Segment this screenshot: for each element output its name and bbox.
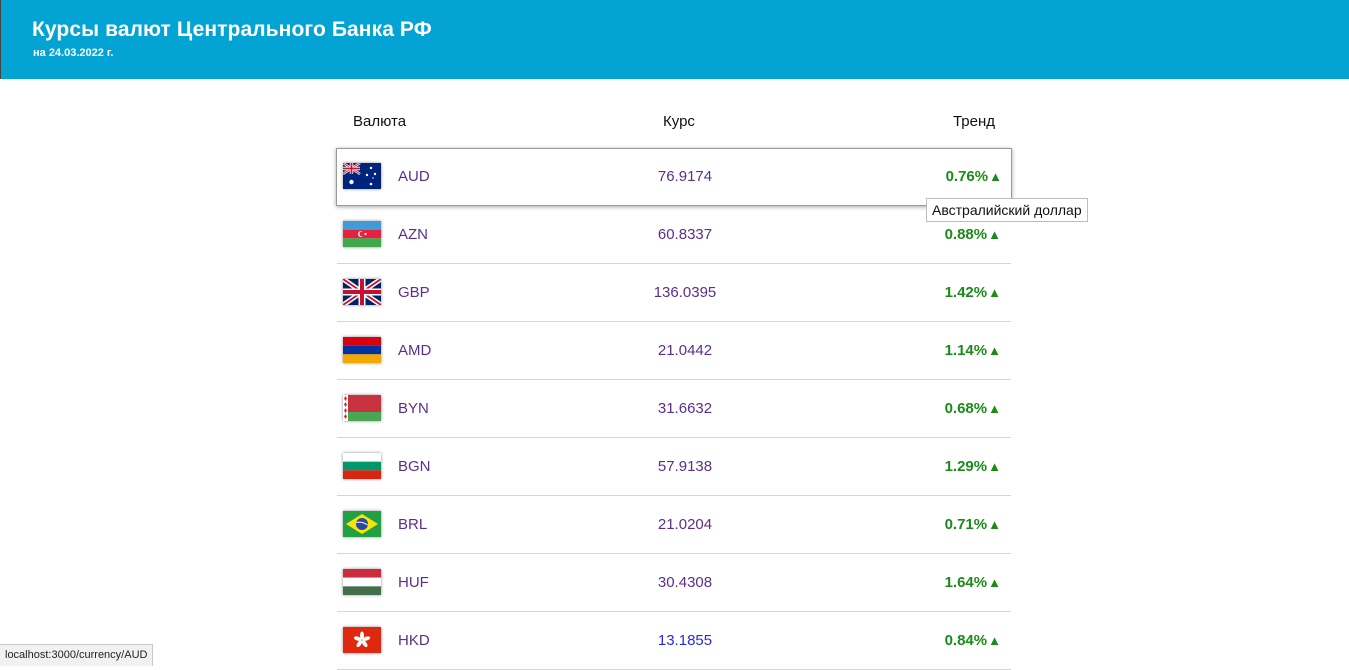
currency-code: GBP — [398, 284, 430, 301]
trend-up-arrow-icon: ▲ — [988, 575, 1001, 590]
trend-value: 0.84% — [944, 632, 988, 649]
hungary-flag-icon — [343, 569, 381, 595]
trend-value: 0.76% — [945, 168, 989, 185]
currency-code: BYN — [398, 400, 429, 417]
trend-value: 1.14% — [944, 342, 988, 359]
currency-code: BRL — [398, 516, 428, 533]
currency-trend: 1.29%▲ — [945, 458, 1001, 475]
column-header-rate: Курс — [663, 113, 695, 130]
currency-trend: 0.88%▲ — [945, 226, 1001, 243]
trend-up-arrow-icon: ▲ — [989, 169, 1002, 184]
belarus-flag-icon — [343, 395, 381, 421]
uk-flag-icon — [343, 279, 381, 305]
currency-code: HKD — [398, 632, 430, 649]
trend-value: 0.88% — [944, 226, 988, 243]
trend-up-arrow-icon: ▲ — [988, 517, 1001, 532]
page-header: Курсы валют Центрального Банка РФ на 24.… — [0, 0, 1349, 79]
currency-code: AUD — [398, 168, 430, 185]
trend-value: 1.29% — [944, 458, 988, 475]
currency-row-hkd[interactable]: HKD 13.1855 0.84%▲ — [337, 612, 1011, 670]
currency-code: AMD — [398, 342, 432, 359]
currency-trend: 0.76%▲ — [946, 168, 1002, 185]
currency-row-aud[interactable]: AUD 76.9174 0.76%▲ — [336, 148, 1012, 206]
currency-code: AZN — [398, 226, 428, 243]
currency-trend: 1.42%▲ — [945, 284, 1001, 301]
currency-trend: 0.84%▲ — [945, 632, 1001, 649]
page-title: Курсы валют Центрального Банка РФ — [32, 18, 432, 41]
page-subtitle-date: на 24.03.2022 г. — [33, 47, 114, 59]
trend-value: 1.42% — [944, 284, 988, 301]
brazil-flag-icon — [343, 511, 381, 537]
trend-up-arrow-icon: ▲ — [988, 633, 1001, 648]
currency-code: BGN — [398, 458, 431, 475]
currency-rate: 31.6632 — [657, 400, 713, 417]
column-header-currency: Валюта — [353, 113, 407, 130]
currency-rate: 21.0442 — [657, 342, 713, 359]
currency-rate: 13.1855 — [657, 632, 713, 649]
currency-row-huf[interactable]: HUF 30.4308 1.64%▲ — [337, 554, 1011, 612]
currency-row-byn[interactable]: BYN 31.6632 0.68%▲ — [337, 380, 1011, 438]
trend-up-arrow-icon: ▲ — [988, 459, 1001, 474]
column-header-trend: Тренд — [952, 113, 995, 130]
currency-trend: 1.14%▲ — [945, 342, 1001, 359]
currency-rate: 76.9174 — [657, 168, 713, 185]
currency-code: HUF — [398, 574, 429, 591]
currency-trend: 0.71%▲ — [945, 516, 1001, 533]
currency-table: AUD 76.9174 0.76%▲ AZN 60.8337 0.88%▲ — [336, 148, 1012, 670]
trend-up-arrow-icon: ▲ — [988, 343, 1001, 358]
browser-status-url: localhost:3000/currency/AUD — [0, 644, 154, 666]
trend-up-arrow-icon: ▲ — [988, 401, 1001, 416]
currency-rate: 60.8337 — [657, 226, 713, 243]
table-header: Валюта Курс Тренд — [337, 113, 1011, 133]
currency-rate: 57.9138 — [657, 458, 713, 475]
currency-row-azn[interactable]: AZN 60.8337 0.88%▲ — [337, 206, 1011, 264]
azerbaijan-flag-icon — [343, 221, 381, 247]
trend-up-arrow-icon: ▲ — [988, 285, 1001, 300]
trend-value: 0.68% — [944, 400, 988, 417]
armenia-flag-icon — [343, 337, 381, 363]
australia-flag-icon — [343, 163, 381, 189]
currency-trend: 1.64%▲ — [945, 574, 1001, 591]
trend-value: 0.71% — [944, 516, 988, 533]
trend-up-arrow-icon: ▲ — [988, 227, 1001, 242]
currency-rate: 30.4308 — [657, 574, 713, 591]
currency-trend: 0.68%▲ — [945, 400, 1001, 417]
hong-kong-flag-icon — [343, 627, 381, 653]
bulgaria-flag-icon — [343, 453, 381, 479]
currency-name-tooltip: Австралийский доллар — [926, 198, 1088, 222]
currency-row-amd[interactable]: AMD 21.0442 1.14%▲ — [337, 322, 1011, 380]
trend-value: 1.64% — [944, 574, 988, 591]
currency-row-bgn[interactable]: BGN 57.9138 1.29%▲ — [337, 438, 1011, 496]
currency-row-brl[interactable]: BRL 21.0204 0.71%▲ — [337, 496, 1011, 554]
currency-rate: 21.0204 — [657, 516, 713, 533]
currency-row-gbp[interactable]: GBP 136.0395 1.42%▲ — [337, 264, 1011, 322]
currency-rate: 136.0395 — [653, 284, 717, 301]
